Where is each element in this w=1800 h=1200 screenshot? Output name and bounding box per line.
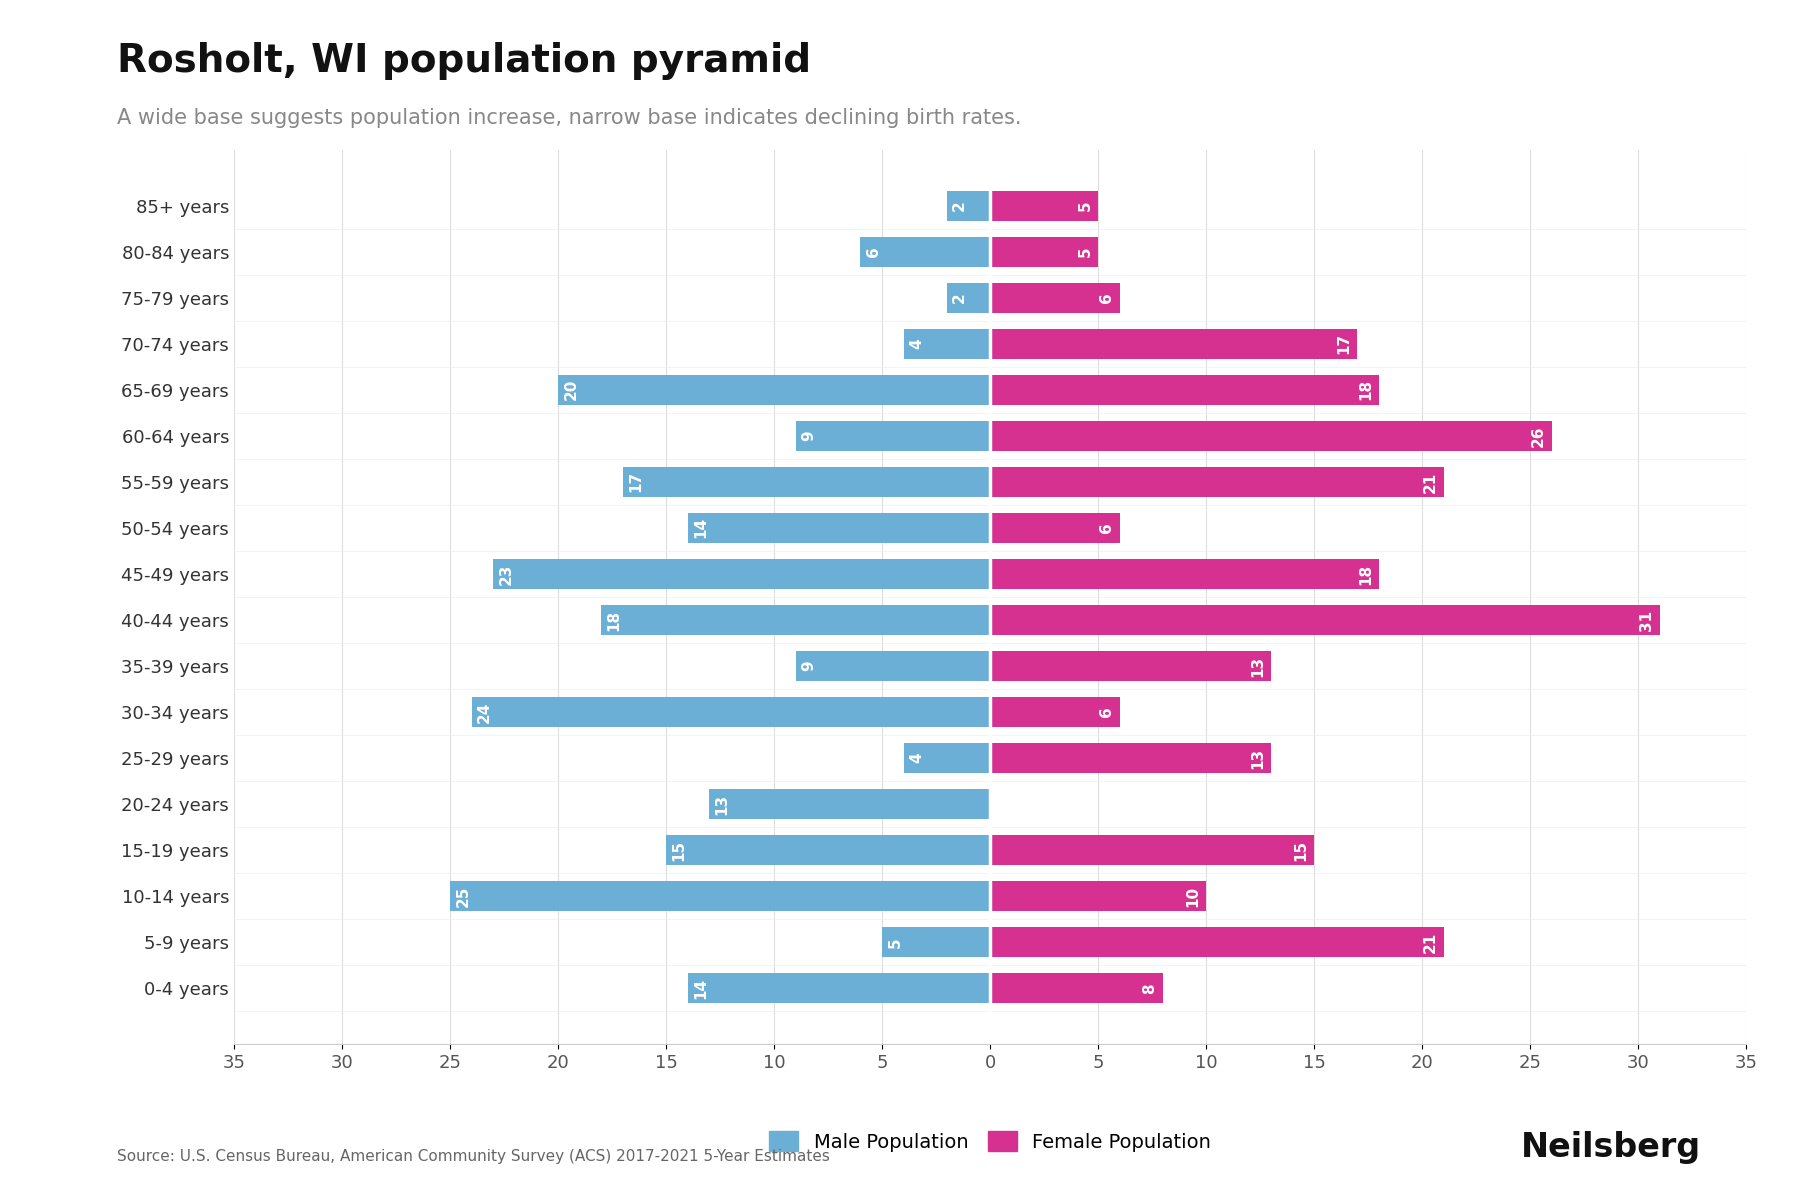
Text: Source: U.S. Census Bureau, American Community Survey (ACS) 2017-2021 5-Year Est: Source: U.S. Census Bureau, American Com…: [117, 1150, 830, 1164]
Text: 23: 23: [499, 563, 513, 584]
Legend: Male Population, Female Population: Male Population, Female Population: [761, 1123, 1219, 1159]
Text: 14: 14: [693, 978, 707, 998]
Text: 6: 6: [1100, 293, 1114, 304]
Text: 4: 4: [909, 752, 923, 763]
Text: 18: 18: [1359, 379, 1373, 401]
Bar: [990, 743, 1271, 773]
Text: 9: 9: [801, 431, 815, 442]
Bar: [947, 191, 990, 221]
Text: 10: 10: [1186, 886, 1201, 907]
Text: 4: 4: [909, 338, 923, 349]
Bar: [990, 605, 1660, 635]
Bar: [990, 283, 1120, 313]
Text: 18: 18: [1359, 564, 1373, 584]
Text: 15: 15: [1294, 840, 1309, 860]
Bar: [990, 973, 1163, 1003]
Bar: [990, 652, 1271, 682]
Text: 2: 2: [952, 293, 967, 304]
Bar: [450, 881, 990, 911]
Bar: [472, 697, 990, 727]
Text: 5: 5: [1078, 200, 1093, 211]
Text: 13: 13: [715, 793, 729, 815]
Text: 6: 6: [1100, 522, 1114, 533]
Bar: [990, 512, 1120, 542]
Bar: [666, 835, 990, 865]
Text: 24: 24: [477, 702, 491, 722]
Text: 13: 13: [1251, 748, 1265, 769]
Bar: [796, 421, 990, 451]
Text: Neilsberg: Neilsberg: [1521, 1130, 1701, 1164]
Bar: [558, 374, 990, 404]
Bar: [882, 928, 990, 958]
Bar: [623, 467, 990, 497]
Text: 18: 18: [607, 610, 621, 630]
Bar: [990, 236, 1098, 266]
Bar: [688, 512, 990, 542]
Bar: [601, 605, 990, 635]
Text: 21: 21: [1424, 931, 1438, 953]
Bar: [860, 236, 990, 266]
Text: 17: 17: [628, 472, 643, 492]
Text: 6: 6: [1100, 707, 1114, 718]
Bar: [990, 374, 1379, 404]
Text: 20: 20: [563, 379, 578, 401]
Bar: [947, 283, 990, 313]
Bar: [990, 881, 1206, 911]
Text: 31: 31: [1640, 610, 1654, 630]
Text: Rosholt, WI population pyramid: Rosholt, WI population pyramid: [117, 42, 812, 80]
Bar: [990, 835, 1314, 865]
Text: 25: 25: [455, 886, 470, 907]
Bar: [904, 329, 990, 359]
Bar: [709, 790, 990, 820]
Text: 26: 26: [1532, 425, 1546, 446]
Bar: [990, 421, 1552, 451]
Bar: [688, 973, 990, 1003]
Text: 6: 6: [866, 246, 880, 257]
Bar: [493, 559, 990, 589]
Text: 5: 5: [887, 937, 902, 948]
Text: 14: 14: [693, 517, 707, 539]
Text: 2: 2: [952, 200, 967, 211]
Text: 9: 9: [801, 661, 815, 671]
Text: 21: 21: [1424, 472, 1438, 492]
Bar: [990, 559, 1379, 589]
Text: 5: 5: [1078, 246, 1093, 257]
Text: 17: 17: [1337, 334, 1352, 354]
Text: 8: 8: [1143, 983, 1157, 994]
Bar: [990, 329, 1357, 359]
Text: 15: 15: [671, 840, 686, 860]
Bar: [990, 697, 1120, 727]
Bar: [990, 191, 1098, 221]
Text: A wide base suggests population increase, narrow base indicates declining birth : A wide base suggests population increase…: [117, 108, 1022, 128]
Bar: [990, 467, 1444, 497]
Bar: [904, 743, 990, 773]
Bar: [990, 928, 1444, 958]
Text: 13: 13: [1251, 655, 1265, 677]
Bar: [796, 652, 990, 682]
